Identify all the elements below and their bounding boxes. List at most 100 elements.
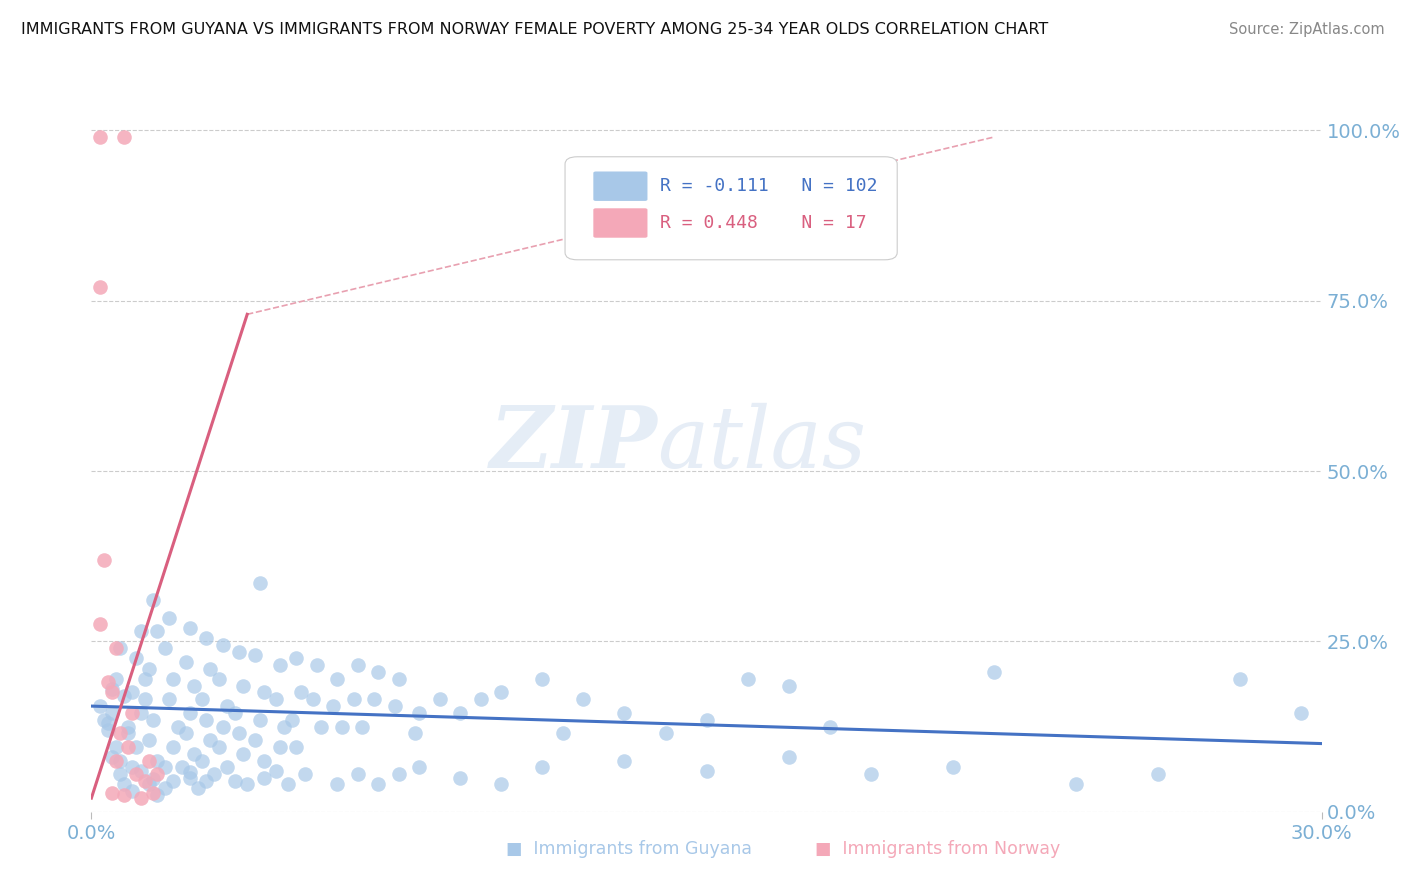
- Point: [183, 679, 205, 693]
- Point: [491, 777, 513, 791]
- Point: [613, 754, 636, 768]
- Point: [97, 716, 120, 731]
- Point: [343, 692, 366, 706]
- Text: ZIP: ZIP: [489, 402, 657, 485]
- Point: [253, 685, 276, 699]
- Point: [112, 689, 135, 703]
- Point: [162, 672, 184, 686]
- Point: [89, 699, 111, 714]
- Point: [105, 754, 127, 768]
- Point: [191, 692, 214, 706]
- Point: [93, 713, 115, 727]
- Point: [232, 679, 254, 693]
- Point: [211, 720, 233, 734]
- Point: [859, 767, 882, 781]
- Point: [142, 786, 165, 800]
- Point: [551, 726, 574, 740]
- Point: [97, 675, 120, 690]
- Point: [285, 651, 308, 665]
- Point: [101, 706, 124, 720]
- Point: [449, 706, 471, 720]
- Point: [200, 662, 222, 676]
- Point: [228, 644, 250, 658]
- Point: [1064, 777, 1087, 791]
- Point: [121, 706, 143, 720]
- Point: [654, 726, 676, 740]
- Point: [245, 733, 267, 747]
- Point: [138, 754, 160, 768]
- Point: [245, 648, 267, 662]
- Point: [179, 621, 201, 635]
- Point: [105, 672, 127, 686]
- Point: [285, 739, 308, 754]
- Point: [384, 699, 406, 714]
- Point: [215, 699, 238, 714]
- Point: [125, 739, 148, 754]
- Point: [89, 617, 111, 632]
- Point: [138, 777, 160, 791]
- Point: [277, 777, 299, 791]
- Point: [146, 624, 169, 639]
- Text: atlas: atlas: [657, 402, 866, 485]
- Point: [162, 774, 184, 789]
- Point: [153, 641, 177, 656]
- Point: [195, 774, 218, 789]
- Point: [449, 771, 471, 785]
- Point: [429, 692, 451, 706]
- Point: [695, 764, 717, 778]
- Point: [125, 767, 148, 781]
- Point: [404, 726, 426, 740]
- Point: [183, 747, 205, 761]
- Point: [121, 784, 143, 798]
- Point: [983, 665, 1005, 679]
- Point: [207, 672, 229, 686]
- Point: [347, 658, 370, 673]
- Point: [294, 767, 316, 781]
- Point: [142, 593, 165, 607]
- Point: [142, 772, 165, 786]
- Point: [224, 706, 246, 720]
- Point: [572, 692, 595, 706]
- Point: [273, 720, 295, 734]
- Point: [202, 767, 225, 781]
- Point: [112, 777, 135, 791]
- Point: [174, 726, 197, 740]
- Point: [129, 791, 152, 805]
- Point: [236, 777, 259, 791]
- Point: [388, 767, 411, 781]
- Point: [89, 280, 111, 294]
- Point: [179, 706, 201, 720]
- Point: [224, 774, 246, 789]
- Point: [121, 760, 143, 774]
- Point: [108, 641, 131, 656]
- Point: [290, 685, 312, 699]
- Point: [249, 576, 271, 591]
- Point: [166, 720, 188, 734]
- Point: [121, 685, 143, 699]
- Point: [470, 692, 492, 706]
- Point: [264, 764, 287, 778]
- Point: [253, 771, 276, 785]
- Point: [153, 760, 177, 774]
- Point: [531, 672, 554, 686]
- Point: [347, 767, 370, 781]
- Point: [138, 733, 160, 747]
- Text: Source: ZipAtlas.com: Source: ZipAtlas.com: [1229, 22, 1385, 37]
- Point: [269, 658, 291, 673]
- Point: [330, 720, 353, 734]
- Point: [1229, 672, 1251, 686]
- Point: [101, 786, 124, 800]
- Text: IMMIGRANTS FROM GUYANA VS IMMIGRANTS FROM NORWAY FEMALE POVERTY AMONG 25-34 YEAR: IMMIGRANTS FROM GUYANA VS IMMIGRANTS FRO…: [21, 22, 1049, 37]
- Point: [195, 631, 218, 645]
- Point: [1146, 767, 1168, 781]
- Point: [117, 720, 139, 734]
- Point: [101, 685, 124, 699]
- Point: [778, 679, 800, 693]
- Point: [112, 130, 135, 145]
- Point: [942, 760, 965, 774]
- Point: [305, 658, 328, 673]
- Point: [695, 713, 717, 727]
- Point: [367, 665, 389, 679]
- Point: [818, 720, 841, 734]
- Point: [1289, 706, 1312, 720]
